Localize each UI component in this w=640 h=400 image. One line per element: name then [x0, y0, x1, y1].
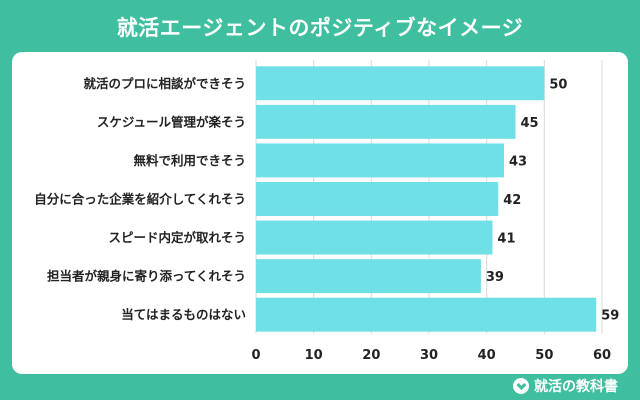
x-tick-label-2: 20 — [362, 348, 380, 363]
category-label-5: 担当者が親身に寄り添ってくれそう — [47, 269, 246, 284]
x-tick-label-5: 50 — [535, 348, 553, 363]
category-label-4: スピード内定が取れそう — [108, 230, 246, 245]
bar-chart: 就活のプロに相談ができそう 50 スケジュール管理が楽そう 45 無料で利用できそう 43… — [34, 60, 619, 363]
value-label-3: 42 — [503, 193, 521, 208]
bar-0 — [256, 66, 545, 101]
value-label-2: 43 — [509, 154, 527, 169]
bar-6 — [256, 297, 597, 332]
bar-4 — [256, 220, 493, 255]
category-label-0: 就活のプロに相談ができそう — [83, 76, 246, 91]
brand-logo-icon — [513, 378, 529, 394]
x-tick-label-3: 30 — [420, 348, 438, 363]
value-label-6: 59 — [601, 309, 619, 324]
category-label-3: 自分に合った企業を紹介してくれそう — [34, 192, 246, 207]
bar-1 — [256, 104, 516, 139]
chart-title: 就活エージェントのポジティブなイメージ — [116, 16, 524, 40]
value-label-4: 41 — [497, 232, 515, 247]
category-label-6: 当てはまるものはない — [121, 307, 246, 322]
brand-name: 就活の教科書 — [534, 379, 618, 395]
x-tick-label-6: 60 — [593, 348, 611, 363]
bar-3 — [256, 182, 499, 216]
bar-2 — [256, 143, 504, 178]
value-label-0: 50 — [549, 77, 567, 92]
value-label-1: 45 — [521, 116, 539, 131]
x-tick-label-4: 40 — [478, 348, 496, 363]
brand-footer: 就活の教科書 — [513, 376, 618, 396]
bar-5 — [256, 259, 481, 294]
x-tick-label-1: 10 — [305, 348, 323, 363]
category-label-2: 無料で利用できそう — [133, 153, 246, 168]
value-label-5: 39 — [486, 270, 504, 285]
x-tick-label-0: 0 — [251, 348, 260, 363]
category-label-1: スケジュール管理が楽そう — [97, 114, 246, 129]
chart-panel: 就活のプロに相談ができそう 50 スケジュール管理が楽そう 45 無料で利用できそう 43… — [12, 52, 628, 374]
